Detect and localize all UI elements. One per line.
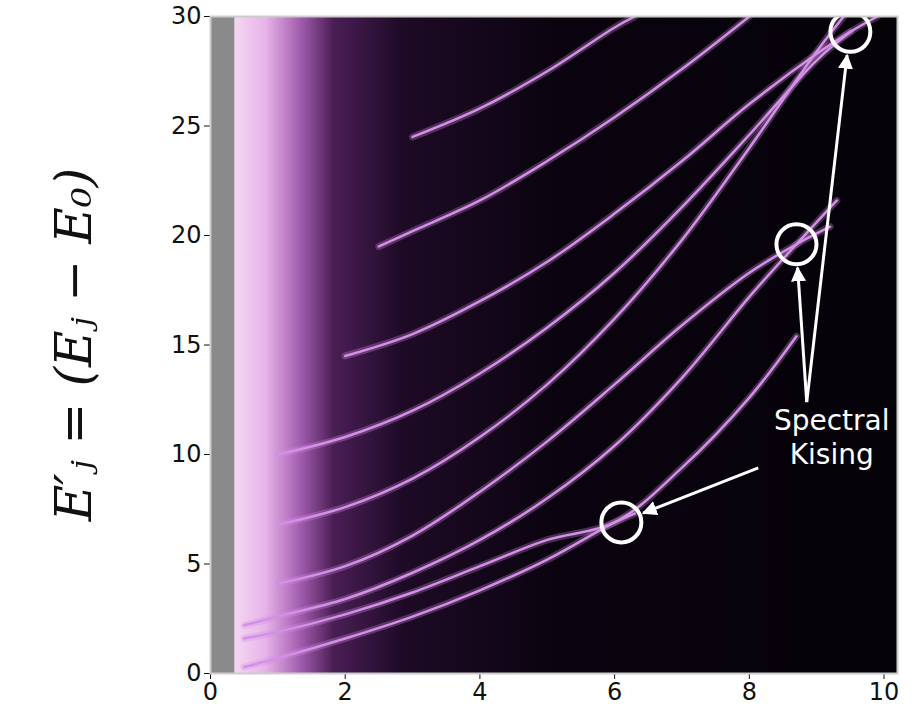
svg-text:30: 30 bbox=[171, 2, 202, 30]
svg-text:10: 10 bbox=[869, 678, 900, 706]
svg-text:20: 20 bbox=[171, 221, 202, 249]
svg-text:E′ⱼ = (Eⱼ − E₀): E′ⱼ = (Eⱼ − E₀) bbox=[45, 168, 103, 523]
svg-text:6: 6 bbox=[607, 678, 622, 706]
svg-text:8: 8 bbox=[742, 678, 757, 706]
svg-text:SpectralKising: SpectralKising bbox=[774, 404, 890, 471]
svg-text:5: 5 bbox=[186, 550, 201, 578]
svg-text:10: 10 bbox=[171, 440, 202, 468]
svg-text:15: 15 bbox=[171, 331, 202, 359]
svg-text:0: 0 bbox=[203, 678, 218, 706]
svg-text:4: 4 bbox=[472, 678, 487, 706]
svg-text:0: 0 bbox=[186, 659, 201, 687]
svg-text:2: 2 bbox=[338, 678, 353, 706]
svg-text:25: 25 bbox=[171, 112, 202, 140]
